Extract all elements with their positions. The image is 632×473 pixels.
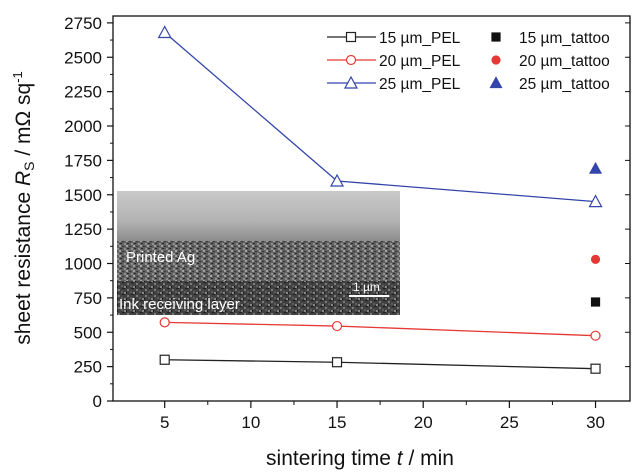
y-tick-label: 250 [74, 358, 102, 377]
y-tick-label: 1250 [64, 220, 102, 239]
x-tick-label: 20 [414, 413, 433, 432]
series-5 [590, 254, 601, 264]
data-point [589, 161, 603, 174]
data-point [331, 357, 343, 368]
legend-label: 25 µm_PEL [379, 76, 461, 93]
inset-receiving-layer [117, 281, 400, 315]
legend-marker [343, 75, 359, 89]
y-tick-label: 500 [74, 323, 102, 342]
data-point [157, 25, 172, 39]
legend-item: 20 µm_tattoo [491, 53, 610, 70]
x-tick-label: 30 [586, 413, 605, 432]
series-4 [590, 297, 601, 307]
legend-item: 25 µm_PEL [327, 75, 461, 93]
series-2 [159, 317, 601, 341]
x-tick-label: 25 [500, 413, 519, 432]
data-point [590, 330, 601, 341]
x-tick-label: 10 [241, 413, 260, 432]
legend-item: 20 µm_PEL [327, 53, 461, 70]
inset-micrograph: Printed Ag Ink receiving layer 1 µm [117, 191, 400, 315]
data-point [159, 354, 170, 365]
legend-marker [489, 76, 503, 89]
legend-marker [345, 31, 357, 43]
y-tick-label: 0 [93, 392, 102, 411]
series-line [164, 321, 596, 337]
y-tick-label: 1750 [64, 151, 102, 170]
x-axis-ticks: 5 10 15 20 25 30 [160, 401, 605, 432]
y-tick-label: 2000 [64, 117, 102, 136]
data-point [588, 194, 603, 208]
inset-label-receiving-layer: Ink receiving layer [119, 296, 240, 313]
legend-item: 25 µm_tattoo [489, 76, 610, 93]
legend-label: 25 µm_tattoo [519, 76, 610, 93]
inset-scale-label: 1 µm [353, 280, 380, 294]
y-axis-title: sheet resistance RS / mΩ sq-1 [10, 71, 37, 345]
y-tick-label: 1000 [64, 255, 102, 274]
x-axis-title: sintering time t / min [266, 447, 454, 470]
series-6 [589, 161, 603, 174]
data-point [159, 317, 170, 328]
inset-printed-ag [117, 241, 400, 281]
legend-marker [491, 32, 501, 42]
legend-item: 15 µm_tattoo [491, 30, 610, 47]
y-tick-label: 1500 [64, 186, 102, 205]
legend-label: 15 µm_tattoo [519, 30, 610, 47]
series-3 [157, 25, 603, 208]
plot-frame [112, 15, 631, 402]
legend: 15 µm_PEL 20 µm_PEL 25 µm_PEL 15 µm_tattoo 2… [327, 30, 610, 93]
y-axis-ticks: 0 250 500 750 1000 1250 1500 1750 2000 2250 2500 27… [64, 14, 630, 411]
data-layer [157, 25, 603, 374]
legend-marker [491, 55, 501, 65]
series-line [164, 359, 596, 370]
series-1 [159, 354, 601, 374]
legend-label: 20 µm_tattoo [519, 53, 610, 70]
x-tick-label: 5 [160, 413, 169, 432]
x-tick-label: 15 [328, 413, 347, 432]
y-tick-label: 750 [74, 289, 102, 308]
legend-label: 15 µm_PEL [379, 30, 461, 47]
data-point [590, 297, 601, 307]
data-point [331, 320, 343, 332]
legend-item: 15 µm_PEL [327, 30, 461, 47]
y-tick-label: 2250 [64, 83, 102, 102]
inset-label-printed-ag: Printed Ag [126, 249, 195, 266]
legend-marker [345, 54, 357, 66]
data-point [590, 254, 601, 264]
legend-label: 20 µm_PEL [379, 53, 461, 70]
data-point [330, 173, 345, 187]
inset-surface [117, 191, 400, 241]
y-tick-label: 2750 [64, 14, 102, 33]
data-point [590, 363, 601, 374]
y-tick-label: 2500 [64, 48, 102, 67]
